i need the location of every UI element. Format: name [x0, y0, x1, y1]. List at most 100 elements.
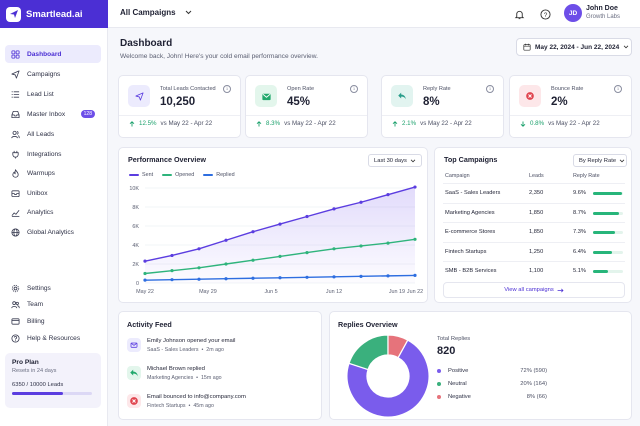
- globe-icon: [10, 227, 20, 237]
- stat-value: 2%: [551, 96, 568, 108]
- reply-category-value: 72% (590): [520, 368, 547, 374]
- top-campaigns: Top Campaigns By Reply Rate Campaign Lea…: [434, 147, 632, 303]
- sidebar-item-label: Global Analytics: [27, 228, 74, 236]
- brand[interactable]: Smartlead.ai: [0, 0, 108, 28]
- legend-item-opened[interactable]: Opened: [162, 172, 194, 178]
- plan-card: Pro Plan Resets in 24 days 6350 / 10000 …: [5, 353, 101, 408]
- sidebar-item-dashboard[interactable]: Dashboard: [5, 45, 101, 63]
- legend-item-sent[interactable]: Sent: [129, 172, 153, 178]
- inbox-icon: [10, 109, 20, 119]
- data-point-replied: [386, 274, 390, 278]
- activity-campaign: Fintech Startups: [147, 403, 186, 409]
- stat-compare: vs May 22 - Apr 22: [284, 120, 336, 127]
- donut-slice-positive[interactable]: [346, 339, 430, 418]
- stat-change-value: 12.5%: [139, 120, 157, 127]
- table-row[interactable]: Marketing Agencies 1,850 8.7%: [443, 202, 625, 222]
- reply-rate-bar-fill: [593, 192, 622, 195]
- sidebar-item-label: Lead List: [27, 90, 54, 98]
- sidebar-item-billing[interactable]: Billing: [5, 312, 101, 330]
- sidebar-item-help-resources[interactable]: Help & Resources: [5, 329, 101, 347]
- sidebar-item-label: Warmups: [27, 169, 55, 177]
- data-point-opened: [386, 241, 390, 245]
- activity-text: Email bounced to info@company.com: [147, 394, 246, 400]
- activity-time: 45m ago: [193, 403, 214, 409]
- campaign-select[interactable]: All Campaigns: [120, 8, 192, 17]
- arrow-down-icon: [520, 121, 526, 127]
- box-icon: [10, 188, 20, 198]
- sort-label: By Reply Rate: [579, 157, 617, 164]
- legend-dot: [437, 369, 441, 373]
- table-row[interactable]: SMB - B2B Services 1,100 5.1%: [443, 261, 625, 280]
- top-campaigns-title: Top Campaigns: [444, 155, 498, 164]
- reply-category: Neutral: [448, 381, 467, 387]
- users-icon: [10, 129, 20, 139]
- arrow-up-icon: [129, 120, 135, 126]
- campaign-leads: 1,850: [529, 209, 544, 216]
- sidebar-item-analytics[interactable]: Analytics: [5, 203, 101, 221]
- legend-item-replied[interactable]: Replied: [203, 172, 235, 178]
- table-row[interactable]: E-commerce Stores 1,850 7.3%: [443, 222, 625, 241]
- activity-item[interactable]: Michael Brown replied Marketing Agencies …: [127, 364, 317, 392]
- unread-badge: 128: [80, 110, 95, 118]
- campaign-name: Fintech Startups: [445, 248, 487, 255]
- activity-meta: Fintech Startups • 45m ago: [147, 403, 214, 409]
- y-tick-label: 2K: [132, 262, 139, 268]
- sidebar-item-team[interactable]: Team: [5, 295, 101, 313]
- donut-slice-negative[interactable]: [387, 334, 409, 359]
- stat-change-value: 2.1%: [402, 120, 417, 127]
- reply-breakdown-positive: Positive 72% (590): [437, 368, 547, 376]
- x-tick-label: Jun 22: [407, 289, 423, 295]
- bell-icon[interactable]: [512, 7, 526, 21]
- stat-label: Reply Rate: [423, 86, 451, 92]
- table-row[interactable]: SaaS - Sales Leaders 2,350 9.6%: [443, 183, 625, 202]
- table-row[interactable]: Fintech Startups 1,250 6.4%: [443, 241, 625, 261]
- range-select[interactable]: Last 30 days: [368, 154, 422, 167]
- campaign-reply-rate: 9.6%: [573, 190, 586, 196]
- data-point-opened: [332, 247, 336, 251]
- activity-item[interactable]: Email bounced to info@company.com Fintech…: [127, 392, 317, 420]
- sidebar-item-integrations[interactable]: Integrations: [5, 145, 101, 163]
- help-icon[interactable]: ?: [538, 7, 552, 21]
- date-range-picker[interactable]: May 22, 2024 - Jun 22, 2024: [516, 38, 632, 56]
- divider: [382, 115, 503, 116]
- data-point-opened: [224, 262, 228, 266]
- x-tick-label: Jun 5: [264, 289, 277, 295]
- sidebar-item-warmups[interactable]: Warmups: [5, 164, 101, 182]
- data-point-replied: [305, 275, 309, 279]
- y-tick-label: 10K: [129, 186, 139, 192]
- arrow-up-icon: [256, 120, 262, 126]
- sidebar-item-label: Billing: [27, 317, 45, 325]
- sidebar-item-unibox[interactable]: Unibox: [5, 184, 101, 202]
- stat-card-open-rate: Open Rate 45% i 8.3% vs May 22 - Apr 22: [245, 75, 368, 138]
- sidebar-item-campaigns[interactable]: Campaigns: [5, 65, 101, 83]
- replies-overview: Replies Overview Total Replies 820 Posit…: [329, 311, 632, 420]
- sidebar-item-all-leads[interactable]: All Leads: [5, 125, 101, 143]
- reply-rate-bar-fill: [593, 270, 609, 273]
- activity-item[interactable]: Emily Johnson opened your email SaaS - Sa…: [127, 336, 317, 364]
- data-point-sent: [224, 238, 228, 242]
- y-tick-label: 0: [136, 281, 139, 287]
- sidebar-item-master-inbox[interactable]: Master Inbox 128: [5, 105, 101, 123]
- data-point-replied: [278, 276, 282, 280]
- send-icon: [128, 85, 150, 107]
- info-icon[interactable]: i: [223, 85, 231, 93]
- plan-progress-fill: [12, 392, 63, 395]
- sidebar-item-label: Analytics: [27, 208, 54, 216]
- data-point-replied: [251, 276, 255, 280]
- legend-label: Sent: [142, 172, 154, 178]
- bounce-icon: [519, 85, 541, 107]
- avatar[interactable]: JD: [564, 4, 582, 22]
- sort-select[interactable]: By Reply Rate: [573, 154, 627, 167]
- view-all-campaigns-link[interactable]: View all campaigns: [443, 282, 625, 298]
- activity-text: Michael Brown replied: [147, 366, 205, 372]
- campaign-reply-rate: 7.3%: [573, 229, 586, 235]
- stat-label: Total Leads Contacted: [160, 86, 216, 92]
- info-icon[interactable]: i: [486, 85, 494, 93]
- info-icon[interactable]: i: [350, 85, 358, 93]
- sidebar-item-global-analytics[interactable]: Global Analytics: [5, 223, 101, 241]
- sidebar-item-settings[interactable]: Settings: [5, 279, 101, 297]
- donut-slice-neutral[interactable]: [348, 334, 389, 371]
- info-icon[interactable]: i: [614, 85, 622, 93]
- sidebar-item-lead-list[interactable]: Lead List: [5, 85, 101, 103]
- sidebar-item-label: All Leads: [27, 130, 55, 138]
